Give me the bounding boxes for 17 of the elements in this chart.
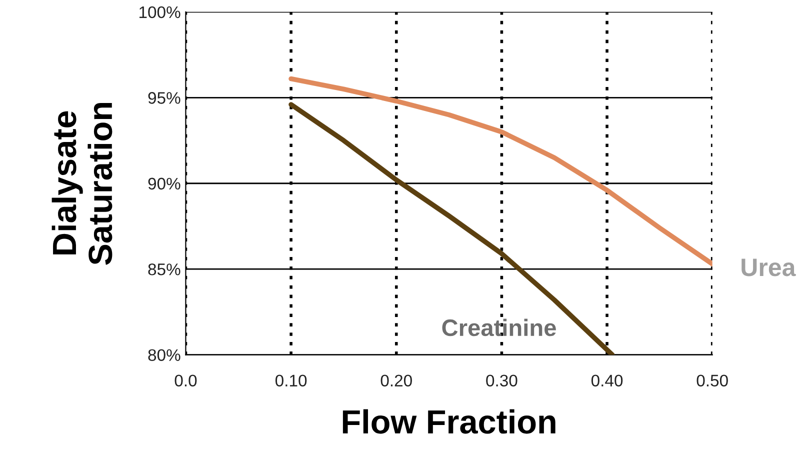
x-tick-label: 0.0 (174, 374, 197, 386)
line-series (288, 102, 615, 355)
y-tick-label: 100% (140, 6, 180, 18)
x-tick-label: 0.50 (696, 374, 728, 386)
x-tick-label: 0.40 (591, 374, 623, 386)
x-tick-label: 0.20 (380, 374, 412, 386)
y-tick-label: 95% (148, 92, 180, 104)
x-tick-label: 0.30 (486, 374, 518, 386)
x-axis-title: Flow Fraction (342, 409, 556, 434)
x-tick-label: 0.10 (275, 374, 307, 386)
y-tick-label: 85% (148, 263, 180, 276)
y-tick-label: 80% (148, 349, 180, 362)
line-series (288, 76, 712, 266)
series-label: Creatinine (442, 318, 556, 336)
series-label: Urea (742, 258, 796, 276)
y-axis-title: Dialysate Saturation (52, 103, 112, 265)
y-tick-label: 90% (148, 178, 180, 190)
